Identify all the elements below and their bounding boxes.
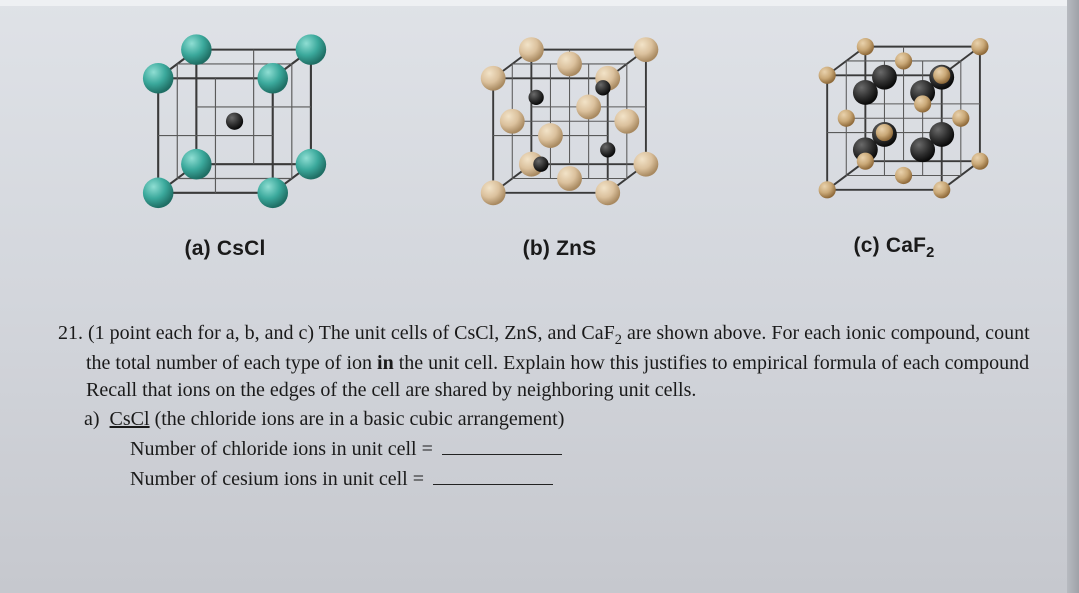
- caption-c-formula: CaF2: [886, 234, 935, 257]
- caption-a-prefix: (a): [185, 237, 217, 260]
- part-a-line1-text: Number of chloride ions in unit cell =: [130, 438, 433, 460]
- question-21: 21. (1 point each for a, b, and c) The u…: [58, 320, 1039, 493]
- question-lead-text: (1 point each for a, b, and c) The unit …: [86, 322, 1030, 401]
- caption-b-prefix: (b): [523, 237, 556, 260]
- part-a-line2: Number of cesium ions in unit cell =: [130, 465, 1039, 493]
- diagram-caf2: (c) CaF2: [779, 18, 1009, 261]
- caption-c-prefix: (c): [854, 234, 886, 257]
- part-a-label: a): [84, 408, 100, 430]
- caption-c: (c) CaF2: [854, 234, 935, 261]
- caption-b: (b) ZnS: [523, 237, 597, 261]
- zn-interior-ions: [528, 80, 615, 172]
- diagram-cscl: (a) CsCl: [110, 21, 340, 261]
- blank-chloride-count[interactable]: [442, 435, 562, 455]
- caption-a-formula: CsCl: [217, 237, 266, 260]
- paper-edge-top: [0, 0, 1079, 6]
- part-a: a) CsCl (the chloride ions are in a basi…: [106, 406, 1039, 433]
- caption-b-formula: ZnS: [556, 237, 596, 260]
- diagram-zns: (b) ZnS: [445, 21, 675, 261]
- zns-unit-cell-svg: [445, 21, 675, 231]
- part-a-line2-text: Number of cesium ions in unit cell =: [130, 468, 424, 490]
- caf2-unit-cell-svg: [779, 18, 1009, 228]
- caption-a: (a) CsCl: [185, 237, 266, 261]
- part-a-title: CsCl (the chloride ions are in a basic c…: [110, 408, 565, 430]
- unit-cell-diagrams-row: (a) CsCl: [110, 18, 1009, 261]
- cscl-unit-cell-svg: [110, 21, 340, 231]
- question-lead: 21. (1 point each for a, b, and c) The u…: [86, 320, 1039, 404]
- cs-center-ion: [226, 113, 243, 130]
- part-a-line1: Number of chloride ions in unit cell =: [130, 435, 1039, 463]
- paper-edge-right: [1067, 0, 1079, 593]
- question-number: 21.: [58, 322, 83, 344]
- blank-cesium-count[interactable]: [433, 465, 553, 485]
- worksheet-page: (a) CsCl: [0, 0, 1079, 593]
